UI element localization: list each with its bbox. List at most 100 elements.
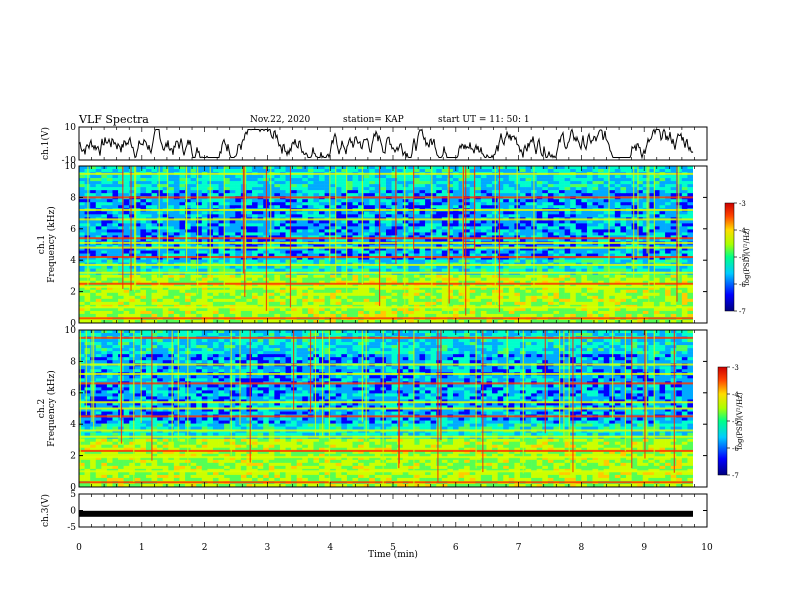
spec-cell (101, 169, 108, 173)
spec-cell (475, 238, 482, 242)
spec-cell (380, 169, 387, 173)
spec-cell (123, 202, 130, 206)
spec-cell (430, 190, 437, 194)
spec-cell (363, 184, 370, 188)
spec-cell (519, 223, 526, 227)
spec-cell (626, 202, 632, 206)
spec-cell (458, 265, 465, 269)
spec-cell (173, 229, 180, 233)
spec-cell (324, 187, 331, 191)
spec-cell (609, 238, 616, 242)
spec-cell (458, 223, 465, 227)
spec-cell (218, 268, 225, 272)
spec-cell (402, 280, 409, 285)
ch1-trace (78, 128, 694, 160)
spec-cell (319, 226, 325, 230)
spec-cell (592, 292, 599, 297)
spec-cell (648, 235, 655, 239)
spec-cell (397, 178, 404, 182)
spec-cell (218, 277, 225, 282)
spec-cell (106, 259, 113, 263)
spec-cell (257, 274, 264, 279)
spec-cell (246, 247, 253, 251)
spec-cell (458, 187, 465, 191)
spec-cell (508, 205, 515, 209)
spec-cell (90, 292, 97, 297)
spec-cell (570, 166, 577, 170)
spec-cell (620, 253, 627, 257)
spec-cell (313, 253, 320, 257)
spec-cell (173, 238, 180, 242)
spec-cell (497, 211, 504, 215)
spec-cell (397, 175, 404, 179)
spec-cell (274, 268, 281, 272)
spec-cell (235, 226, 242, 230)
spec-cell (185, 190, 191, 194)
spec-cell (419, 202, 426, 206)
spec-cell (374, 184, 381, 188)
spec-cell (246, 298, 253, 303)
spec-cell (352, 256, 359, 260)
spec-cell (330, 244, 337, 248)
spec-cell (291, 187, 297, 191)
spec-cell (653, 211, 660, 215)
spec-cell (90, 238, 97, 242)
spec-cell (257, 250, 264, 254)
spec-cell (212, 166, 219, 170)
spec-cell (575, 190, 582, 194)
spec-cell (592, 190, 599, 194)
spec-cell (296, 259, 303, 263)
spec-cell (291, 280, 297, 285)
spec-cell (123, 280, 130, 285)
spec-cell (285, 184, 292, 188)
spec-cell (637, 175, 644, 179)
spec-cell (598, 283, 604, 288)
spec-cell (112, 193, 119, 197)
spec-cell (486, 169, 493, 173)
spec-cell (207, 295, 214, 300)
spec-cell (157, 214, 164, 218)
spec-cell (151, 280, 158, 285)
spec-cell (229, 292, 236, 297)
spec-cell (525, 223, 532, 227)
spec-cell (235, 274, 242, 279)
spec-cell (464, 238, 471, 242)
spec-cell (346, 169, 353, 173)
spec-cell (291, 193, 297, 197)
spec-cell (525, 166, 532, 170)
spec-cell (598, 277, 604, 282)
spec-cell (302, 289, 309, 294)
spec-cell (112, 205, 119, 209)
spec-cell (90, 223, 97, 227)
spec-cell (302, 187, 309, 191)
spec-cell (90, 268, 97, 272)
spec-cell (430, 295, 437, 300)
spec-cell (129, 268, 136, 272)
spec-cell (118, 283, 124, 288)
spec-cell (346, 187, 353, 191)
spec-cell (129, 169, 136, 173)
spec-cell (598, 184, 604, 188)
spec-cell (291, 226, 297, 230)
spec-cell (101, 274, 108, 279)
spec-cell (246, 292, 253, 297)
spec-cell (642, 175, 649, 179)
spec-cell (268, 256, 275, 260)
spec-cell (425, 175, 431, 179)
spec-cell (79, 220, 85, 224)
spec-cell (129, 238, 136, 242)
spec-cell (106, 187, 113, 191)
spec-cell (603, 250, 610, 254)
spec-cell (218, 289, 225, 294)
spec-cell (620, 268, 627, 272)
spec-cell (190, 295, 197, 300)
spec-cell (480, 187, 487, 191)
spec-cell (363, 238, 370, 242)
spec-cell (190, 277, 197, 282)
spec-cell (620, 169, 627, 173)
spec-cell (374, 169, 381, 173)
spec-cell (118, 175, 124, 179)
spec-cell (224, 187, 231, 191)
spec-cell (330, 238, 337, 242)
